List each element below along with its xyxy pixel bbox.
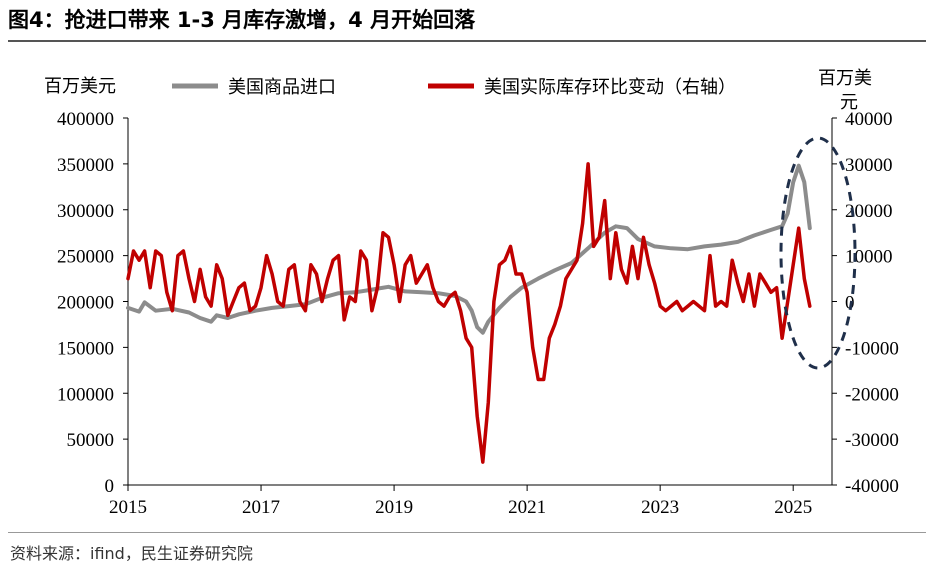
right-tick-label: 0 (845, 293, 855, 314)
right-tick-label: 40000 (845, 109, 893, 130)
x-tick-label: 2025 (774, 497, 812, 518)
highlight-ellipse (779, 136, 857, 370)
x-tick-label: 2019 (375, 497, 413, 518)
right-tick-label: 20000 (845, 201, 893, 222)
left-tick-label: 200000 (57, 293, 114, 314)
series-line-imports (126, 163, 812, 335)
left-axis-unit: 百万美元 (44, 76, 116, 97)
left-tick-label: 400000 (57, 109, 114, 130)
x-tick-label: 2021 (508, 497, 546, 518)
legend-label-imports: 美国商品进口 (228, 77, 336, 98)
right-axis-unit-line1: 百万美 (818, 68, 872, 89)
x-tick-label: 2017 (242, 497, 280, 518)
right-tick-label: -30000 (845, 430, 899, 451)
source-note: 资料来源：ifind，民生证券研究院 (10, 544, 253, 563)
left-tick-label: 150000 (57, 338, 114, 359)
chart-lines (126, 162, 812, 464)
left-tick-label: 100000 (57, 384, 114, 405)
chart-title: 图4：抢进口带来 1-3 月库存激增，4 月开始回落 (8, 8, 476, 32)
left-tick-label: 0 (105, 476, 115, 497)
series-line-inventory (126, 162, 812, 464)
left-tick-label: 50000 (67, 430, 115, 451)
right-tick-label: -40000 (845, 476, 899, 497)
legend-label-inventory: 美国实际库存环比变动（右轴） (484, 77, 736, 98)
source-divider (8, 532, 926, 533)
chart-axes: 4000003500003000002500002000001500001000… (44, 68, 899, 518)
right-tick-label: 30000 (845, 155, 893, 176)
left-tick-label: 250000 (57, 247, 114, 268)
right-tick-label: 10000 (845, 247, 893, 268)
left-tick-label: 300000 (57, 201, 114, 222)
title-divider (8, 40, 926, 42)
x-tick-label: 2023 (641, 497, 679, 518)
right-axis-unit-line2: 元 (840, 92, 858, 113)
right-tick-label: -20000 (845, 384, 899, 405)
left-tick-label: 350000 (57, 155, 114, 176)
x-tick-label: 2015 (109, 497, 147, 518)
right-tick-label: -10000 (845, 338, 899, 359)
chart-legend: 美国商品进口 美国实际库存环比变动（右轴） (172, 77, 736, 98)
